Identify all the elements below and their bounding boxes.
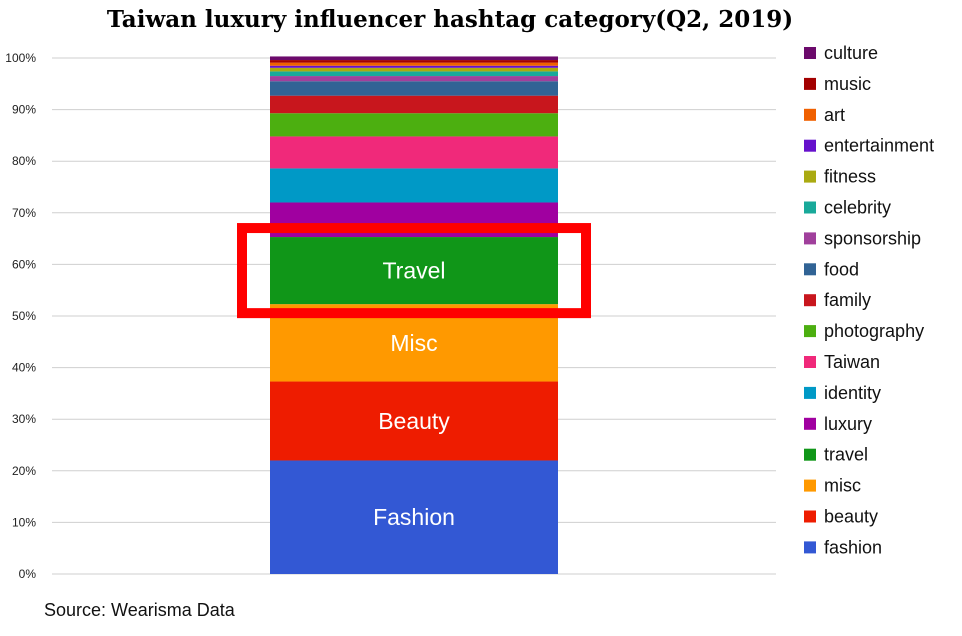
legend-swatch-fitness — [804, 170, 816, 183]
legend-label-music: music — [824, 74, 871, 94]
segment-label-misc: Misc — [390, 330, 437, 356]
legend-label-photography: photography — [824, 321, 924, 341]
legend-label-misc: misc — [824, 476, 861, 496]
y-tick-label: 100% — [5, 51, 36, 65]
y-tick-label: 30% — [12, 412, 36, 426]
legend-swatch-music — [804, 77, 816, 90]
legend-swatch-beauty — [804, 510, 816, 523]
y-tick-label: 90% — [12, 103, 36, 117]
legend-swatch-family — [804, 294, 816, 307]
bar-segment-music — [270, 60, 558, 63]
legend-swatch-culture — [804, 47, 816, 59]
legend-swatch-celebrity — [804, 201, 816, 214]
highlight-box — [237, 223, 591, 319]
y-tick-label: 70% — [12, 206, 36, 220]
legend-label-art: art — [824, 105, 845, 125]
legend-swatch-entertainment — [804, 139, 816, 152]
legend-swatch-taiwan — [804, 356, 816, 368]
legend-label-luxury: luxury — [824, 414, 872, 434]
legend-label-fitness: fitness — [824, 167, 876, 187]
legend-label-entertainment: entertainment — [824, 136, 934, 156]
y-tick-label: 20% — [12, 464, 36, 478]
y-tick-label: 50% — [12, 309, 36, 323]
y-tick-label: 60% — [12, 257, 36, 271]
source-note: Source: Wearisma Data — [44, 600, 235, 620]
legend-swatch-food — [804, 263, 816, 276]
chart-title: Taiwan luxury influencer hashtag categor… — [106, 6, 794, 33]
legend-label-fashion: fashion — [824, 537, 882, 557]
bar-segment-identity — [270, 168, 558, 203]
legend-label-taiwan: Taiwan — [824, 352, 880, 372]
bar-segment-beauty — [270, 381, 558, 461]
bar-segment-photography — [270, 113, 558, 137]
legend-swatch-identity — [804, 386, 816, 399]
legend-swatch-photography — [804, 325, 816, 338]
legend-label-sponsorship: sponsorship — [824, 228, 921, 248]
legend-swatch-misc — [804, 479, 816, 492]
legend-label-celebrity: celebrity — [824, 198, 891, 218]
bar-segment-art — [270, 62, 558, 66]
legend-swatch-fashion — [804, 541, 816, 554]
legend-swatch-travel — [804, 448, 816, 461]
segment-label-beauty: Beauty — [378, 408, 450, 434]
bar-segment-celebrity — [270, 71, 558, 77]
bar-segment-sponsorship — [270, 76, 558, 82]
y-tick-label: 80% — [12, 154, 36, 168]
legend-swatch-sponsorship — [804, 232, 816, 245]
legend-label-travel: travel — [824, 445, 868, 465]
legend-swatch-luxury — [804, 417, 816, 430]
legend-label-beauty: beauty — [824, 507, 878, 527]
segment-label-fashion: Fashion — [373, 504, 455, 530]
bar-segment-taiwan — [270, 136, 558, 169]
legend-label-food: food — [824, 259, 859, 279]
y-tick-label: 40% — [12, 361, 36, 375]
y-tick-label: 0% — [19, 567, 37, 581]
legend-swatch-art — [804, 108, 816, 121]
bar-segment-fitness — [270, 67, 558, 72]
bar-segment-food — [270, 81, 558, 96]
segment-label-travel: Travel — [382, 258, 445, 284]
bar-segment-entertainment — [270, 65, 558, 68]
legend-label-family: family — [824, 290, 871, 310]
legend-label-identity: identity — [824, 383, 881, 403]
bar-segment-family — [270, 95, 558, 114]
y-tick-label: 10% — [12, 515, 36, 529]
bar-segment-travel — [270, 237, 558, 305]
bar-segment-fashion — [270, 460, 558, 574]
bar-segment-culture — [270, 56, 558, 61]
legend-label-culture: culture — [824, 43, 878, 63]
